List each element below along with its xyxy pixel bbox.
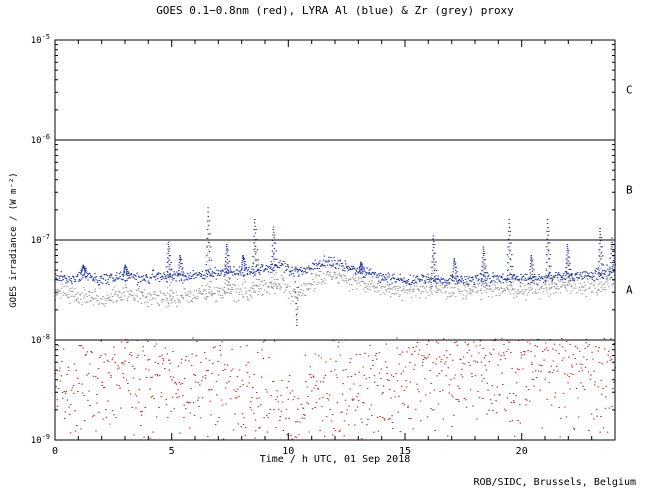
y-tick-label: 10-6 bbox=[31, 133, 50, 146]
x-tick-label: 10 bbox=[282, 446, 294, 457]
series-goes-xrs bbox=[54, 337, 617, 440]
credit-text: ROB/SIDC, Brussels, Belgium bbox=[473, 477, 636, 488]
y-tick-label: 10-9 bbox=[31, 433, 50, 446]
x-axis-label: Time / h UTC, 01 Sep 2018 bbox=[259, 454, 411, 465]
x-tick-label: 5 bbox=[169, 446, 175, 457]
chart-title: GOES 0.1−0.8nm (red), LYRA Al (blue) & Z… bbox=[156, 4, 514, 17]
axis-ticks bbox=[54, 39, 616, 441]
y-tick-label: 10-5 bbox=[31, 33, 50, 46]
flare-class-label: B bbox=[626, 184, 633, 197]
x-tick-label: 0 bbox=[52, 446, 58, 457]
series-lyra-al-proxy bbox=[54, 207, 617, 326]
y-tick-label: 10-8 bbox=[31, 333, 50, 346]
x-tick-label: 20 bbox=[516, 446, 528, 457]
flare-class-label: C bbox=[626, 84, 633, 97]
x-tick-label: 15 bbox=[399, 446, 411, 457]
y-tick-label: 10-7 bbox=[31, 233, 50, 246]
flare-class-label: A bbox=[626, 284, 633, 297]
